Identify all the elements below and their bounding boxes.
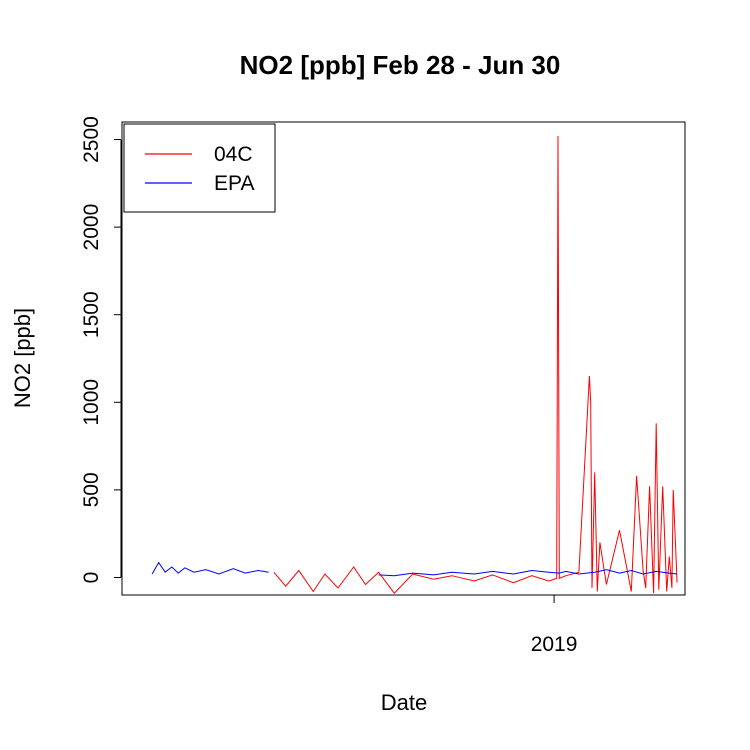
legend-box (123, 123, 276, 213)
axes: 0 500 1000 1500 2000 2500 2019 (80, 116, 577, 656)
y-tick-label: 2000 (80, 204, 103, 251)
y-tick-label: 1000 (80, 379, 103, 426)
series-layer (151, 135, 678, 594)
chart-title: NO2 [ppb] Feb 28 - Jun 30 (240, 50, 561, 80)
y-tick-label: 500 (80, 472, 103, 507)
x-axis-label: Date (381, 690, 427, 715)
series-line-epa (151, 561, 678, 577)
legend-label-epa: EPA (214, 172, 254, 195)
x-tick-label: 2019 (531, 633, 578, 656)
y-tick-label: 1500 (80, 291, 103, 338)
plot-frame (121, 121, 686, 596)
y-axis-label: NO2 [ppb] (10, 308, 35, 408)
series-line-04c (273, 135, 678, 594)
y-tick-label: 0 (80, 572, 103, 584)
y-tick-label: 2500 (80, 116, 103, 163)
legend-label-04c: 04C (214, 143, 253, 166)
legend: 04C EPA (123, 123, 276, 213)
